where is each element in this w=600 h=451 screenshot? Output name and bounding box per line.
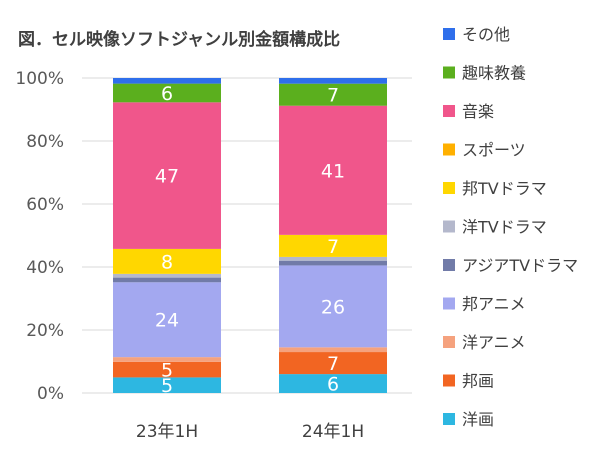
legend-swatch — [443, 182, 455, 194]
y-tick-label: 80% — [26, 132, 64, 152]
chart-title: 図．セル映像ソフトジャンル別金額構成比 — [18, 29, 340, 50]
data-label: 41 — [321, 160, 345, 182]
legend-swatch — [443, 28, 455, 40]
legend: その他趣味教養音楽スポーツ邦TVドラマ洋TVドラマアジアTVドラマ邦アニメ洋アニ… — [443, 25, 578, 429]
bar-segment — [279, 265, 387, 348]
category-label: 24年1H — [302, 422, 364, 442]
y-tick-label: 60% — [26, 195, 64, 215]
data-label: 8 — [161, 251, 173, 273]
bar-segment — [113, 248, 221, 274]
legend-label: 洋TVドラマ — [462, 218, 547, 237]
legend-label: 邦画 — [462, 372, 494, 391]
data-label: 6 — [327, 374, 339, 396]
legend-label: スポーツ — [462, 141, 526, 160]
data-label: 26 — [321, 296, 345, 318]
legend-swatch — [443, 297, 455, 310]
legend-swatch — [443, 413, 455, 425]
data-label: 24 — [155, 310, 179, 332]
legend-swatch — [443, 105, 455, 117]
bar-segment — [113, 78, 221, 84]
y-tick-label: 0% — [37, 384, 64, 404]
data-label: 7 — [327, 85, 339, 107]
bar-segment — [279, 347, 387, 353]
legend-label: 趣味教養 — [462, 64, 526, 83]
bar-segment — [279, 83, 387, 106]
legend-swatch — [443, 374, 455, 387]
legend-swatch — [443, 66, 455, 79]
bar-segment — [279, 105, 387, 235]
bar-segment — [113, 273, 221, 278]
category-labels: 23年1H 24年1H — [136, 422, 364, 442]
bars — [113, 78, 387, 393]
legend-label: 邦アニメ — [462, 295, 526, 314]
bar-segment — [113, 277, 221, 283]
legend-label: その他 — [462, 25, 510, 44]
bar-segment — [113, 102, 221, 249]
data-label: 5 — [161, 375, 173, 397]
data-label: 7 — [327, 353, 339, 375]
legend-swatch — [443, 220, 455, 233]
bar-segment — [113, 282, 221, 358]
legend-label: 邦TVドラマ — [462, 179, 547, 198]
bar-segment — [279, 256, 387, 261]
data-label: 7 — [327, 236, 339, 258]
legend-label: 音楽 — [462, 102, 494, 121]
bar-segment — [113, 377, 221, 393]
bar-segment — [113, 357, 221, 362]
data-label: 5 — [161, 360, 173, 382]
category-label: 23年1H — [136, 422, 198, 442]
y-tick-label: 20% — [26, 321, 64, 341]
y-axis-ticks: 0% 20% 40% 60% 80% 100% — [15, 69, 64, 404]
bar-segment — [279, 78, 387, 84]
legend-label: アジアTVドラマ — [462, 256, 578, 275]
bar-segment — [279, 260, 387, 266]
legend-swatch — [443, 336, 455, 348]
y-tick-label: 40% — [26, 258, 64, 278]
y-tick-label: 100% — [15, 69, 64, 89]
data-label: 47 — [155, 166, 179, 188]
bar-segment — [113, 83, 221, 103]
bar-segment — [279, 234, 387, 257]
legend-swatch — [443, 259, 455, 271]
legend-label: 洋アニメ — [462, 333, 526, 352]
legend-label: 洋画 — [462, 410, 494, 429]
legend-swatch — [443, 143, 455, 156]
bar-segment — [113, 361, 221, 378]
bar-segment — [279, 352, 387, 375]
data-label: 6 — [161, 83, 173, 105]
bar-segment — [279, 374, 387, 393]
